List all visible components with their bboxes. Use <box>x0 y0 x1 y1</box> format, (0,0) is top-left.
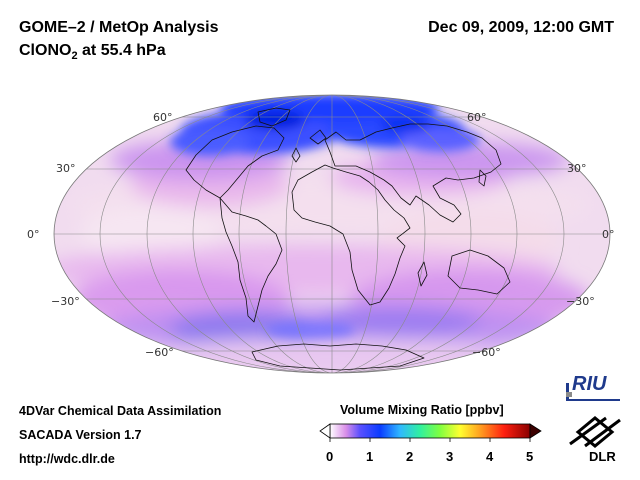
colorbar-title: Volume Mixing Ratio [ppbv] <box>340 403 504 417</box>
riu-logo-mark <box>566 383 620 401</box>
lat-label-eq-left: 0° <box>27 228 40 241</box>
lat-label-60n-left: 60° <box>153 111 173 124</box>
footer-url[interactable]: http://wdc.dlr.de <box>19 452 115 466</box>
colorbar-tick-marks <box>329 438 531 442</box>
colorbar-tick-3: 3 <box>446 449 454 464</box>
map-datetime: Dec 09, 2009, 12:00 GMT <box>428 19 614 36</box>
lat-label-eq-right: 0° <box>602 228 615 241</box>
map-border <box>53 94 611 374</box>
colorbar <box>319 423 542 442</box>
colorbar-max-arrow <box>529 423 542 439</box>
graticule <box>54 95 610 373</box>
lat-label-30s-left: −30° <box>51 295 80 308</box>
lat-label-60s-right: −60° <box>472 346 501 359</box>
colorbar-gradient <box>329 423 531 439</box>
data-field <box>54 95 610 373</box>
title-instrument: GOME–2 / MetOp Analysis <box>19 19 219 36</box>
colorbar-tick-0: 0 <box>326 449 334 464</box>
colorbar-tick-4: 4 <box>486 449 494 464</box>
footer-method: 4DVar Chemical Data Assimilation <box>19 404 222 418</box>
dlr-logo: DLR <box>589 449 616 464</box>
colorbar-tick-5: 5 <box>526 449 534 464</box>
lat-label-60n-right: 60° <box>467 111 487 124</box>
colorbar-tick-1: 1 <box>366 449 374 464</box>
colorbar-tick-2: 2 <box>406 449 414 464</box>
lat-label-30n-right: 30° <box>567 162 587 175</box>
map-title: GOME–2 / MetOp Analysis ClONO2 at 55.4 h… <box>19 16 218 68</box>
title-species: ClONO2 at 55.4 hPa <box>19 42 166 63</box>
riu-logo: RIU <box>572 373 607 395</box>
footer-version: SACADA Version 1.7 <box>19 428 142 442</box>
lat-label-60s-left: −60° <box>145 346 174 359</box>
colorbar-min-arrow <box>319 423 331 439</box>
lat-label-30s-right: −30° <box>566 295 595 308</box>
dlr-logo-mark <box>569 416 621 448</box>
lat-label-30n-left: 30° <box>56 162 76 175</box>
coastlines <box>185 107 511 371</box>
